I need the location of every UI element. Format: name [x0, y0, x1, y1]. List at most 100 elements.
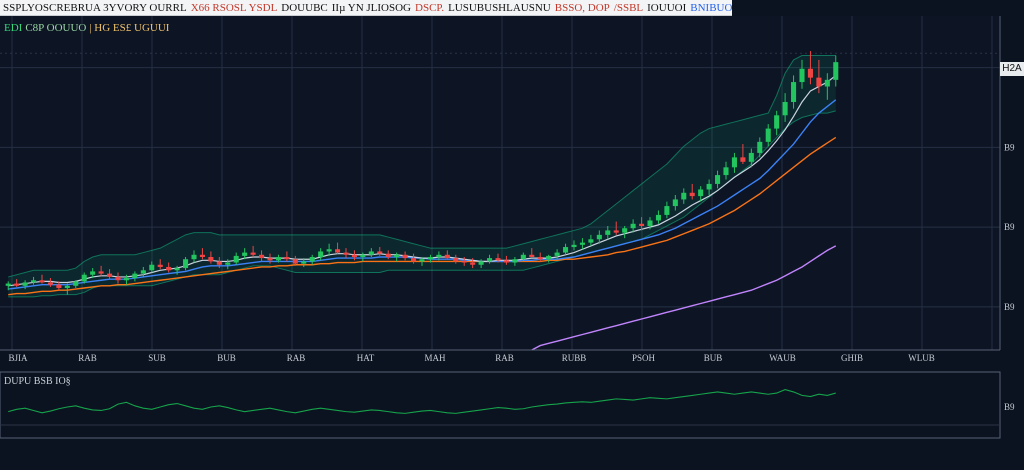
candle — [149, 261, 155, 273]
candle-body — [149, 264, 155, 271]
candle — [588, 234, 594, 246]
candle — [605, 226, 611, 240]
candle-body — [799, 68, 805, 83]
candle — [554, 249, 560, 260]
candle-body — [453, 258, 459, 262]
topbar-segment: DSCP. — [415, 2, 445, 14]
candle — [208, 251, 214, 264]
candle-body — [242, 252, 248, 256]
candle — [503, 255, 509, 265]
candle — [427, 254, 433, 263]
candle-body — [689, 192, 695, 197]
legend-item: C8P OOUUO — [25, 22, 87, 34]
candle-body — [275, 257, 281, 261]
candle-body — [740, 157, 746, 162]
candle — [47, 278, 53, 287]
main-panel — [0, 16, 1000, 350]
candle-body — [326, 249, 332, 252]
candle — [183, 257, 189, 271]
candle-body — [301, 261, 307, 264]
candle — [368, 248, 374, 257]
candle-body — [123, 278, 129, 281]
candle-body — [605, 230, 611, 235]
candle-body — [672, 199, 678, 207]
candle — [419, 257, 425, 266]
x-tick-label: WAUB — [769, 353, 796, 363]
candle-body — [90, 271, 96, 275]
candle-body — [630, 223, 636, 229]
x-tick-label: GHIB — [841, 353, 863, 363]
candle-body — [267, 258, 273, 261]
candle-body — [157, 264, 163, 267]
candle — [351, 250, 357, 261]
topbar-segment: /SSBL — [613, 2, 644, 14]
candle-body — [56, 284, 62, 288]
topbar-segment: IIµ YN JLIOSOG — [331, 2, 412, 14]
cloud-fill — [8, 55, 836, 297]
candle-body — [807, 68, 813, 78]
indicator-axis-ticks: B9 — [1004, 402, 1015, 412]
candle — [115, 272, 121, 284]
candle-body — [427, 257, 433, 260]
candle-body — [444, 254, 450, 259]
candle — [791, 75, 797, 109]
candle — [512, 257, 518, 266]
x-tick-label: RAB — [78, 353, 97, 363]
candle — [487, 254, 493, 264]
candle-body — [309, 257, 315, 262]
candle-body — [596, 234, 602, 240]
main-grid — [0, 16, 1000, 350]
x-tick-label: PSOH — [632, 353, 656, 363]
candle-body — [723, 167, 729, 176]
candle — [655, 210, 661, 224]
candle — [774, 110, 780, 136]
candle-body — [191, 254, 197, 260]
candle — [309, 254, 315, 265]
candle — [292, 255, 298, 266]
candle-body — [563, 247, 569, 253]
main-legend: EDI C8P OOUUO | HG ES£ UGUUI — [4, 22, 172, 34]
candle-body — [81, 274, 87, 282]
candle — [563, 243, 569, 255]
candle-body — [233, 255, 239, 263]
candle-body — [748, 152, 754, 162]
candle-body — [284, 257, 290, 260]
candle — [394, 252, 400, 262]
candle-body — [31, 280, 37, 283]
candle — [436, 251, 442, 261]
price-tick-label: B9 — [1004, 302, 1015, 312]
candle — [799, 59, 805, 89]
cloud-band — [8, 55, 836, 298]
x-tick-label: BUB — [704, 353, 723, 363]
candle-body — [731, 157, 737, 168]
candle — [259, 250, 265, 262]
candle — [765, 124, 771, 147]
candle — [360, 252, 366, 262]
candle-body — [208, 257, 214, 262]
candle-body — [199, 254, 205, 257]
candle-body — [512, 259, 518, 263]
x-tick-label: MAH — [424, 353, 446, 363]
legend-item: EDI — [4, 22, 23, 34]
indicator-panel — [0, 371, 1001, 439]
candle — [672, 195, 678, 211]
candle — [740, 144, 746, 164]
cloud-bottom-line — [8, 110, 836, 298]
candle — [639, 217, 645, 231]
candle-body — [487, 258, 493, 262]
candle — [123, 274, 129, 285]
candle — [31, 276, 37, 285]
candle-body — [132, 273, 138, 279]
candle-body — [664, 206, 670, 215]
candle — [326, 243, 332, 256]
candle-body — [495, 258, 501, 261]
candle — [748, 148, 754, 168]
candle-body — [183, 259, 189, 269]
indicator-legend: DUPU BSB IO§ — [4, 376, 71, 387]
candle-body — [588, 239, 594, 243]
topbar-segment: DOUUBC — [281, 2, 328, 14]
candle — [216, 257, 222, 269]
candle-body — [824, 79, 830, 87]
candle-body — [368, 251, 374, 255]
